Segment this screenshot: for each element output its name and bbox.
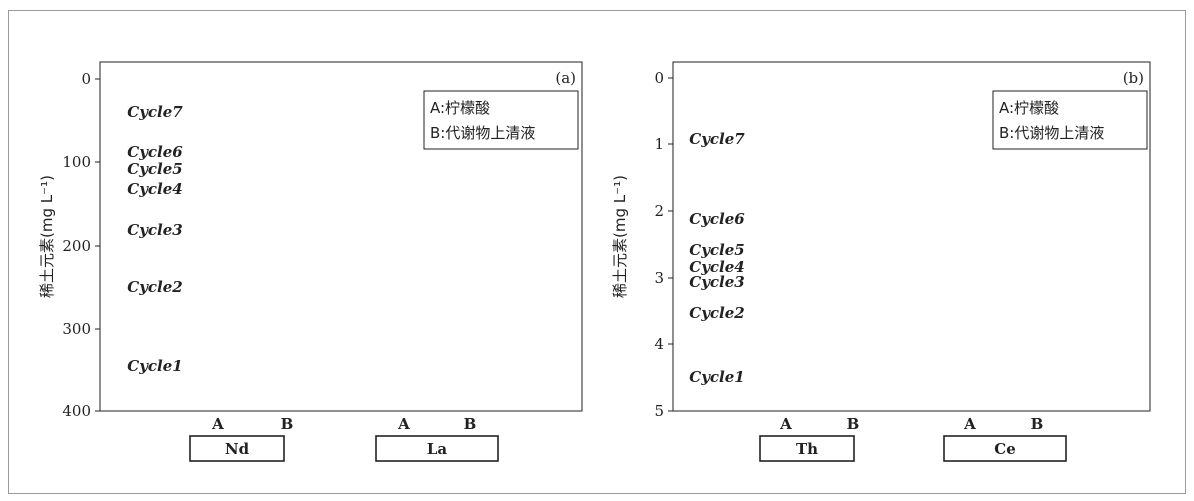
legend-entry: B:代谢物上清液 — [430, 124, 535, 142]
bar-category-label: B — [1031, 415, 1044, 433]
plot-area-border — [672, 61, 1151, 412]
y-tick-label: 100 — [62, 153, 91, 171]
legend-entry: B:代谢物上清液 — [999, 124, 1104, 142]
y-tick-label: 4 — [654, 335, 664, 353]
bar-category-label: B — [281, 415, 294, 433]
group-label: Th — [796, 440, 818, 458]
y-tick-label: 0 — [654, 69, 664, 87]
bar-category-label: A — [779, 415, 792, 433]
figure-frame — [8, 10, 1186, 494]
panel-label: (a) — [555, 69, 576, 87]
legend-box — [423, 90, 579, 150]
bar-category-label: B — [847, 415, 860, 433]
y-tick-label: 200 — [62, 237, 91, 255]
y-tick-label: 300 — [62, 320, 91, 338]
cycle-label: Cycle5 — [689, 241, 744, 259]
cycle-label: Cycle3 — [127, 221, 182, 239]
cycle-label: Cycle3 — [689, 273, 744, 291]
bar-category-label: B — [464, 415, 477, 433]
y-tick-label: 2 — [654, 202, 664, 220]
y-tick-label: 400 — [62, 402, 91, 420]
bar-category-label: A — [963, 415, 976, 433]
group-label-box — [943, 435, 1067, 462]
cycle-label: Cycle6 — [689, 210, 745, 228]
cycle-label: Cycle1 — [689, 368, 744, 386]
cycle-label: Cycle1 — [127, 357, 182, 375]
cycle-label: Cycle2 — [689, 304, 744, 322]
legend-box — [992, 90, 1148, 150]
y-axis-label: 稀土元素(mg L⁻¹) — [38, 175, 56, 298]
group-label-box — [189, 435, 285, 462]
group-label-box — [759, 435, 855, 462]
legend-entry: A:柠檬酸 — [999, 99, 1059, 117]
panel-label: (b) — [1123, 69, 1144, 87]
y-tick-label: 0 — [81, 70, 91, 88]
legend-entry: A:柠檬酸 — [430, 99, 490, 117]
y-tick-label: 1 — [654, 135, 664, 153]
cycle-label: Cycle4 — [689, 258, 744, 276]
group-label: Ce — [994, 440, 1015, 458]
cycle-label: Cycle4 — [127, 180, 182, 198]
group-label: La — [427, 440, 448, 458]
cycle-label: Cycle6 — [127, 143, 183, 161]
y-tick-label: 3 — [654, 269, 664, 287]
bar-category-label: A — [211, 415, 224, 433]
cycle-label: Cycle2 — [127, 278, 182, 296]
cycle-label: Cycle7 — [127, 103, 183, 121]
y-tick-label: 5 — [654, 402, 664, 420]
cycle-label: Cycle7 — [689, 130, 745, 148]
cycle-label: Cycle5 — [127, 160, 182, 178]
y-axis-label: 稀土元素(mg L⁻¹) — [611, 175, 629, 298]
group-label-box — [375, 435, 499, 462]
plot-area-border — [99, 61, 583, 412]
bar-category-label: A — [397, 415, 410, 433]
group-label: Nd — [225, 440, 250, 458]
